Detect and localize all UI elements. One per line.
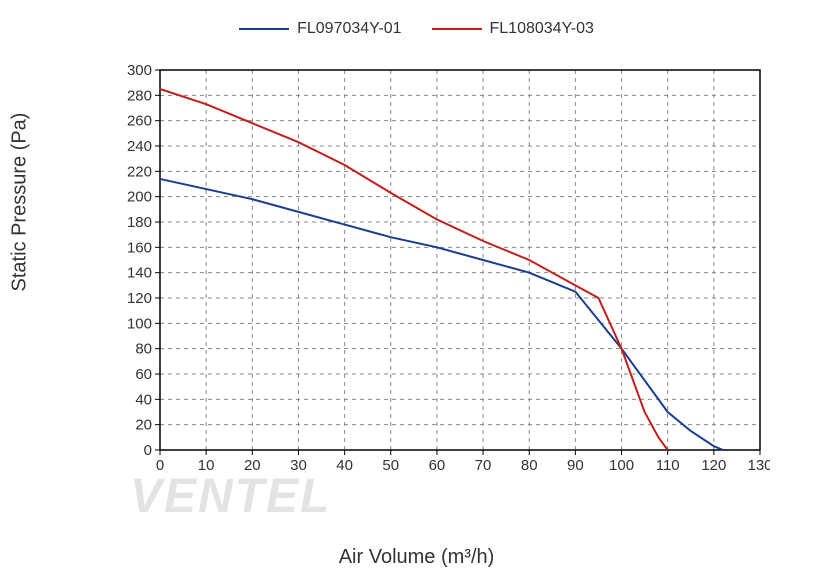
x-tick-label: 100 (609, 457, 634, 474)
legend-label-1: FL097034Y-01 (297, 20, 401, 38)
y-tick-label: 0 (144, 442, 152, 459)
y-tick-label: 100 (127, 315, 152, 332)
series-line-0 (160, 179, 723, 450)
chart-svg: 0102030405060708090100110120130020406080… (110, 60, 770, 490)
y-tick-label: 160 (127, 239, 152, 256)
x-tick-label: 130 (747, 457, 770, 474)
y-tick-label: 280 (127, 87, 152, 104)
x-tick-label: 40 (336, 457, 353, 474)
legend: FL097034Y-01 FL108034Y-03 (0, 20, 833, 38)
x-axis-label: Air Volume (m³/h) (0, 546, 833, 569)
y-tick-label: 180 (127, 214, 152, 231)
x-tick-label: 80 (521, 457, 538, 474)
chart-container: FL097034Y-01 FL108034Y-03 Static Pressur… (0, 0, 833, 584)
x-tick-label: 110 (656, 457, 680, 474)
y-tick-label: 300 (127, 62, 152, 79)
legend-item-1: FL097034Y-01 (239, 20, 401, 38)
x-tick-label: 90 (567, 457, 584, 474)
legend-line-2 (432, 28, 482, 30)
y-tick-label: 120 (127, 290, 152, 307)
y-tick-label: 40 (135, 391, 152, 408)
x-tick-label: 120 (701, 457, 726, 474)
y-tick-label: 200 (127, 189, 152, 206)
y-tick-label: 240 (127, 138, 152, 155)
y-tick-label: 80 (135, 341, 152, 358)
legend-line-1 (239, 28, 289, 30)
watermark: VENTEL (130, 469, 331, 524)
y-tick-label: 60 (135, 366, 152, 383)
series-line-1 (160, 89, 668, 450)
x-tick-label: 70 (475, 457, 492, 474)
y-tick-label: 220 (127, 163, 152, 180)
legend-label-2: FL108034Y-03 (490, 20, 594, 38)
legend-item-2: FL108034Y-03 (432, 20, 594, 38)
y-tick-label: 20 (135, 417, 152, 434)
y-tick-label: 140 (127, 265, 152, 282)
y-tick-label: 260 (127, 113, 152, 130)
x-tick-label: 60 (429, 457, 446, 474)
plot-border (160, 70, 760, 450)
y-axis-label: Static Pressure (Pa) (9, 113, 32, 292)
x-tick-label: 50 (382, 457, 399, 474)
